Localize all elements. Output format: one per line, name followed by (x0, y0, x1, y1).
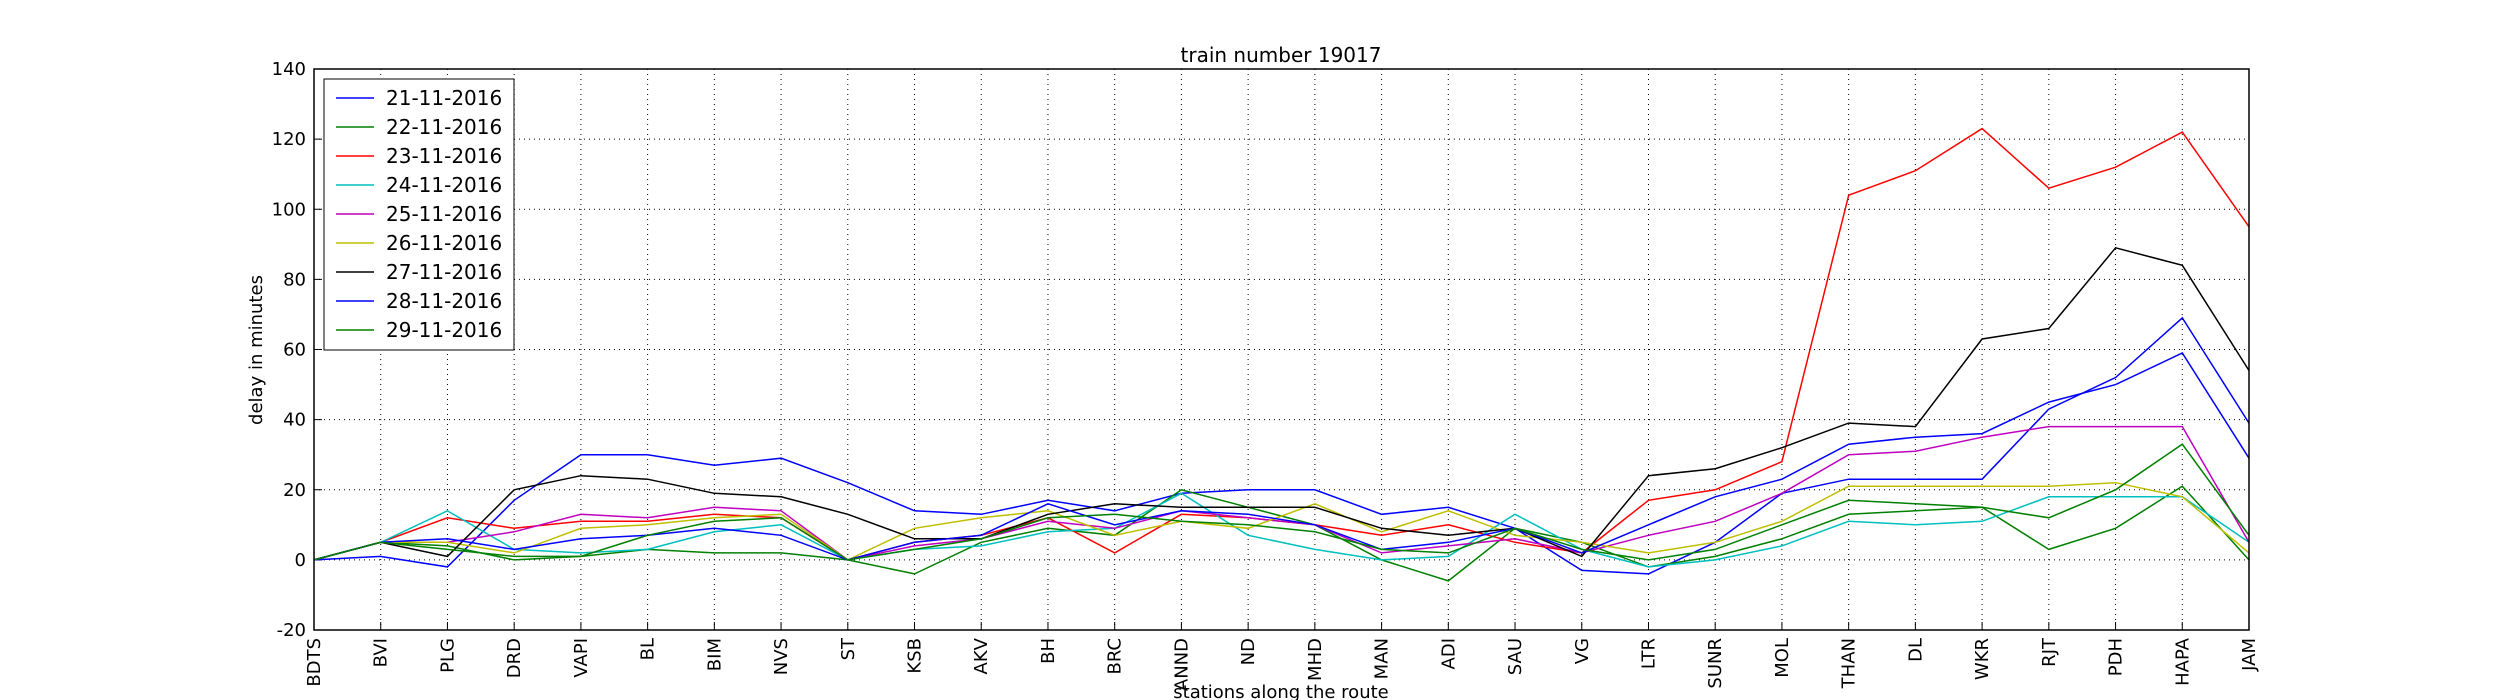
x-tick-label: ADI (1438, 638, 1459, 669)
legend-label: 29-11-2016 (386, 318, 502, 342)
x-tick-label: PDH (2106, 638, 2127, 676)
x-tick-label: BH (1038, 638, 1059, 664)
y-axis-label: delay in minutes (246, 275, 267, 425)
y-tick-label: 120 (272, 129, 306, 150)
y-tick-label: -20 (277, 620, 306, 641)
legend-label: 25-11-2016 (386, 202, 502, 226)
x-tick-label: SUNR (1705, 638, 1726, 689)
legend-label: 28-11-2016 (386, 289, 502, 313)
x-tick-label: MHD (1305, 638, 1326, 681)
series-line (313, 352, 2250, 561)
x-tick-label: PLG (437, 638, 458, 673)
x-tick-label: AKV (971, 637, 992, 674)
y-tick-label: 60 (283, 340, 306, 361)
x-tick-label: WKR (1972, 638, 1993, 680)
x-tick-label: KSB (905, 638, 926, 674)
series-line (313, 425, 2250, 561)
x-tick-label: BVI (371, 638, 392, 667)
x-tick-label: RJT (2039, 637, 2060, 667)
x-tick-label: DL (1905, 638, 1926, 662)
y-tick-label: 80 (283, 269, 306, 290)
x-tick-label: BL (638, 638, 659, 660)
x-tick-label: MOL (1772, 638, 1793, 678)
legend-label: 21-11-2016 (386, 86, 502, 110)
y-tick-label: 20 (283, 480, 306, 501)
series-line (313, 485, 2250, 582)
series-line (313, 316, 2250, 575)
legend-label: 23-11-2016 (386, 144, 502, 168)
x-tick-label: BIM (704, 638, 725, 671)
series-line (313, 127, 2250, 561)
x-axis-label: stations along the route (1173, 682, 1388, 700)
x-tick-label: ANND (1171, 638, 1192, 691)
y-tick-label: 100 (272, 199, 306, 220)
x-tick-label: BDTS (304, 638, 325, 687)
x-tick-label: JAM (2239, 638, 2260, 672)
series-line (313, 492, 2250, 568)
x-tick-label: VAPI (571, 638, 592, 678)
x-tick-label: ST (838, 637, 859, 660)
chart-title: train number 19017 (1181, 43, 1382, 67)
y-tick-label: 40 (283, 410, 306, 431)
legend-label: 26-11-2016 (386, 231, 502, 255)
series-line (313, 246, 2250, 561)
series-line (313, 443, 2250, 561)
y-tick-label: 0 (295, 550, 306, 571)
x-tick-label: HAPA (2172, 637, 2193, 686)
legend-label: 24-11-2016 (386, 173, 502, 197)
x-tick-label: MAN (1372, 638, 1393, 679)
series-line (313, 481, 2250, 561)
legend-label: 27-11-2016 (386, 260, 502, 284)
legend-label: 22-11-2016 (386, 115, 502, 139)
x-tick-label: VG (1572, 638, 1593, 664)
x-tick-label: BRC (1105, 638, 1126, 675)
x-tick-label: NVS (771, 638, 792, 675)
x-tick-label: SAU (1505, 638, 1526, 675)
plot-frame (313, 68, 2250, 631)
x-tick-label: ND (1238, 638, 1259, 665)
x-tick-label: THAN (1839, 638, 1860, 689)
y-tick-label: 140 (272, 59, 306, 80)
x-tick-label: DRD (504, 638, 525, 678)
x-tick-label: LTR (1638, 638, 1659, 669)
